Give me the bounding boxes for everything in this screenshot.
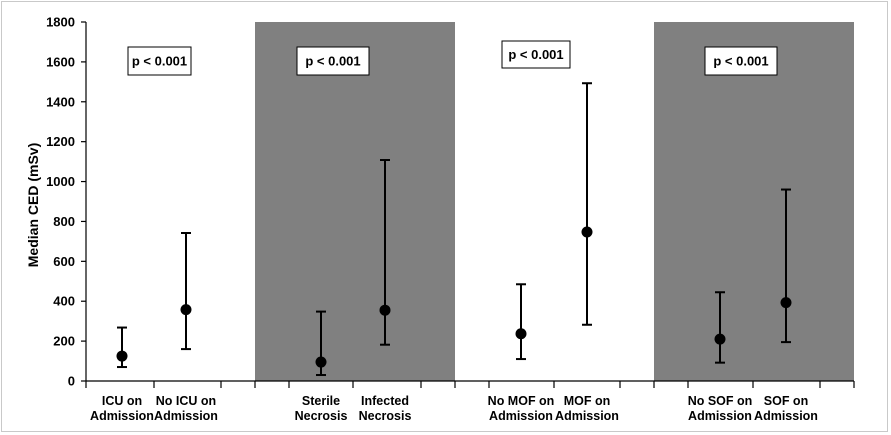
p-value-label: p < 0.001 (305, 54, 360, 69)
p-value-box (296, 46, 370, 76)
category-label: Infected Necrosis (359, 394, 412, 423)
category-label: SOF on Admission (754, 394, 818, 423)
y-tick-label: 800 (53, 214, 75, 229)
median-point (780, 297, 792, 309)
category-label: No MOF on Admission (488, 394, 555, 423)
y-tick-label: 1600 (46, 54, 75, 69)
category-label: No SOF on Admission (688, 394, 753, 423)
median-point (315, 356, 327, 368)
y-axis-label: Median CED (mSv) (25, 143, 41, 267)
median-point (714, 333, 726, 345)
median-point (581, 226, 593, 238)
median-point (180, 304, 192, 316)
category-label-line: Necrosis (295, 409, 348, 423)
category-label-line: Admission (90, 409, 154, 423)
p-value-box (127, 46, 192, 76)
category-label: MOF on Admission (555, 394, 619, 423)
category-label-line: MOF on (564, 394, 611, 408)
y-tick-label: 1800 (46, 15, 75, 30)
category-label: Sterile Necrosis (295, 394, 348, 423)
category-label-line: No ICU on (156, 394, 216, 408)
panel-background-4 (654, 22, 854, 381)
y-tick-label: 1000 (46, 174, 75, 189)
axes: 0 200 400 600 800 1000 1200 1400 1600 1800 (46, 15, 855, 389)
category-label-line: Admission (754, 409, 818, 423)
p-value-box (501, 40, 571, 69)
category-label: No ICU on Admission (154, 394, 218, 423)
category-label-line: Admission (489, 409, 553, 423)
category-label-line: No SOF on (688, 394, 753, 408)
median-point (116, 350, 128, 362)
p-value-box (704, 46, 778, 76)
category-label-line: SOF on (764, 394, 808, 408)
y-tick-label: 1400 (46, 94, 75, 109)
data-marks (116, 82, 792, 377)
y-tick-label: 400 (53, 294, 75, 309)
category-label-line: Necrosis (359, 409, 412, 423)
category-label-line: Admission (688, 409, 752, 423)
y-tick-label: 200 (53, 334, 75, 349)
p-value-label: p < 0.001 (508, 47, 563, 62)
y-tick-label: 1200 (46, 134, 75, 149)
category-label-line: ICU on (102, 394, 142, 408)
category-label-line: Admission (154, 409, 218, 423)
y-tick-label: 600 (53, 254, 75, 269)
category-label-line: Sterile (302, 394, 340, 408)
y-tick-label: 0 (68, 374, 75, 389)
category-label-line: No MOF on (488, 394, 555, 408)
median-point (515, 328, 527, 340)
panel-background-3 (455, 22, 654, 381)
panel-backgrounds (86, 22, 854, 381)
p-value-label: p < 0.001 (713, 54, 768, 69)
p-value-label: p < 0.001 (132, 54, 187, 69)
category-label: ICU on Admission (90, 394, 154, 423)
category-label-line: Infected (361, 394, 409, 408)
panel-background-1 (86, 22, 255, 381)
category-label-line: Admission (555, 409, 619, 423)
p-value-boxes: p < 0.001 p < 0.001 p < 0.001 p < 0.001 (127, 40, 778, 76)
median-point (379, 304, 391, 316)
panel-background-2 (255, 22, 455, 381)
